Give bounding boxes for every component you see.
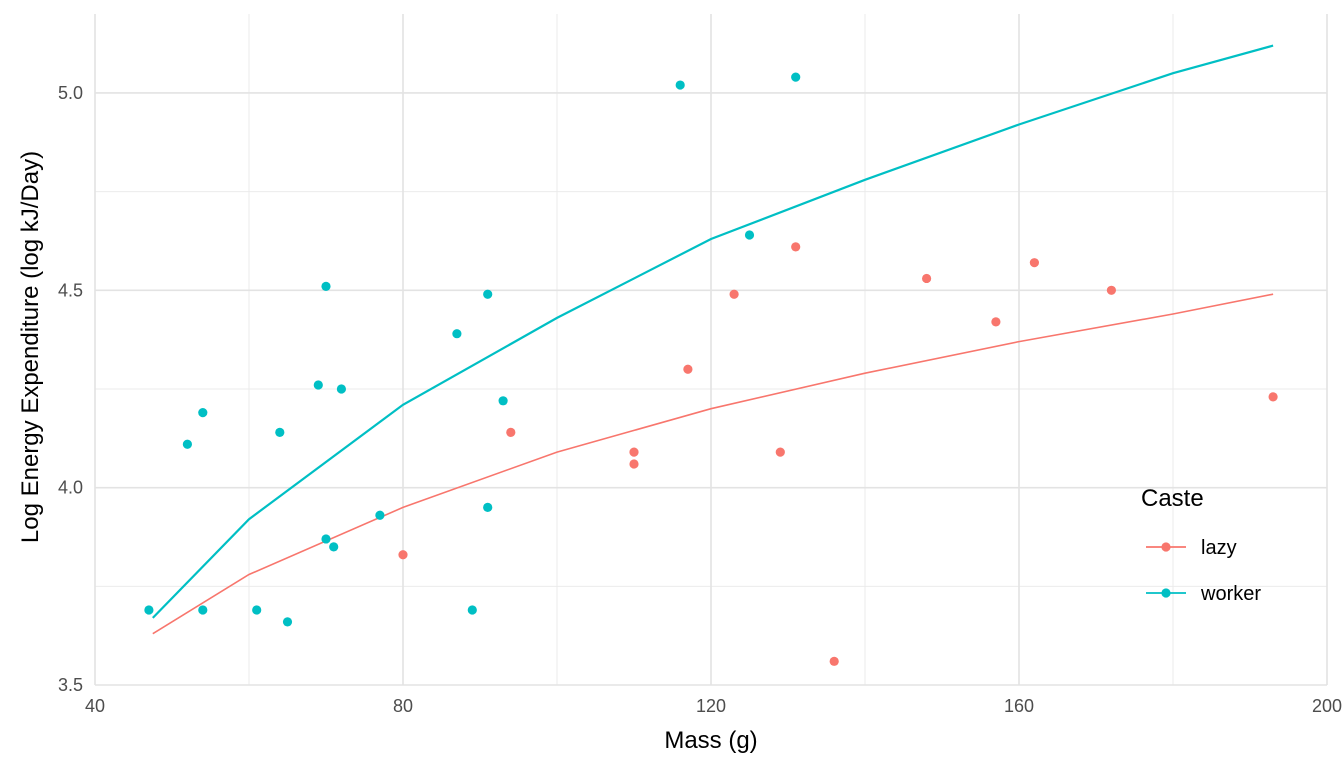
point-worker — [498, 396, 508, 406]
point-worker — [791, 72, 801, 82]
legend-label: worker — [1200, 583, 1261, 605]
legend: Caste lazy worker — [1141, 485, 1261, 605]
point-worker — [321, 534, 331, 544]
major-gridlines — [94, 14, 1328, 686]
point-worker — [336, 384, 346, 394]
point-worker — [744, 230, 755, 240]
point-worker — [483, 502, 493, 512]
point-lazy — [1029, 258, 1039, 268]
data-points — [144, 72, 1278, 666]
y-tick-label: 4.5 — [58, 280, 83, 300]
point-lazy — [775, 447, 785, 457]
point-lazy — [506, 427, 516, 437]
legend-key-point — [1161, 542, 1171, 552]
point-lazy — [729, 289, 739, 299]
y-tick-label: 5.0 — [58, 83, 83, 103]
point-lazy — [791, 242, 801, 252]
point-lazy — [829, 656, 839, 666]
legend-item-lazy: lazy — [1146, 537, 1237, 559]
point-lazy — [922, 273, 932, 284]
legend-title: Caste — [1141, 485, 1204, 512]
y-axis-ticks: 3.5 4.0 4.5 5.0 — [58, 83, 83, 695]
fit-line-worker — [152, 44, 1274, 619]
point-worker — [198, 408, 208, 418]
point-lazy — [1268, 392, 1278, 402]
x-tick-label: 160 — [1004, 696, 1034, 716]
point-lazy — [991, 317, 1001, 327]
legend-label: lazy — [1201, 537, 1237, 559]
point-worker — [329, 542, 339, 552]
y-tick-label: 3.5 — [58, 675, 83, 695]
point-worker — [483, 289, 493, 299]
x-tick-label: 40 — [85, 696, 105, 716]
fit-line-lazy — [152, 293, 1274, 635]
x-axis-title: Mass (g) — [664, 727, 757, 754]
fit-lines — [152, 44, 1274, 635]
x-tick-label: 200 — [1312, 696, 1342, 716]
point-worker — [198, 605, 208, 615]
point-worker — [313, 380, 323, 390]
legend-key-point — [1161, 588, 1171, 598]
x-tick-label: 120 — [696, 696, 726, 716]
point-lazy — [629, 447, 639, 457]
point-worker — [467, 605, 477, 615]
point-worker — [275, 427, 285, 437]
y-axis-title: Log Energy Expenditure (log kJ/Day) — [17, 151, 44, 543]
point-worker — [144, 605, 154, 615]
x-tick-label: 80 — [393, 696, 413, 716]
point-worker — [375, 510, 385, 520]
point-lazy — [683, 364, 693, 374]
point-worker — [252, 605, 262, 615]
y-tick-label: 4.0 — [58, 478, 83, 498]
legend-items: lazy worker — [1146, 537, 1261, 605]
legend-item-worker: worker — [1146, 583, 1261, 605]
point-worker — [321, 281, 331, 291]
point-lazy — [1106, 285, 1116, 295]
point-worker — [452, 329, 462, 339]
point-lazy — [398, 550, 408, 560]
point-worker — [282, 617, 293, 627]
point-worker — [182, 439, 192, 449]
point-worker — [675, 80, 685, 90]
x-axis-ticks: 40 80 120 160 200 — [85, 696, 1342, 716]
point-lazy — [629, 459, 639, 469]
